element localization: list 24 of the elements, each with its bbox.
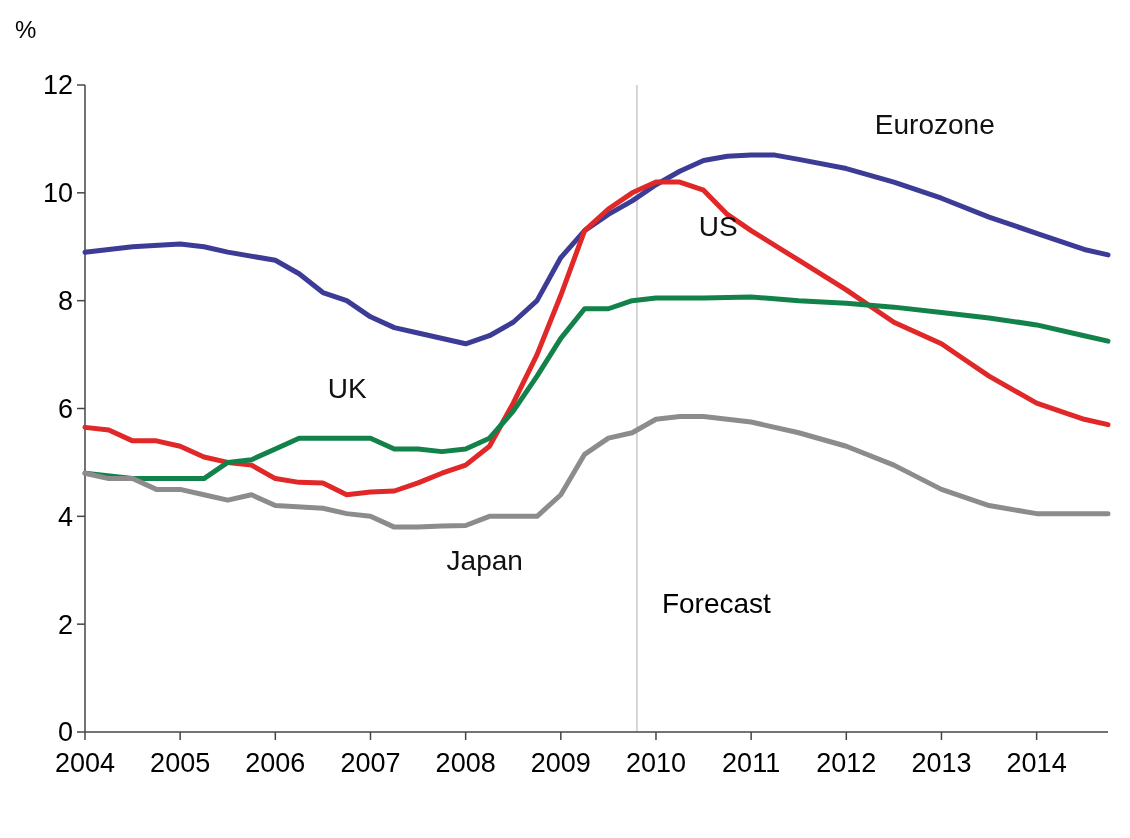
y-axis-title: % bbox=[15, 16, 37, 43]
x-tick-label: 2006 bbox=[245, 748, 306, 778]
y-tick-label: 2 bbox=[57, 609, 73, 640]
x-tick-label: 2007 bbox=[340, 748, 401, 778]
x-tick-label: 2009 bbox=[530, 748, 591, 778]
x-tick-label: 2011 bbox=[722, 748, 781, 778]
ref-line-label: Forecast bbox=[661, 588, 772, 620]
y-tick-label: 6 bbox=[57, 393, 73, 424]
series-label: Eurozone bbox=[874, 108, 995, 140]
series-label: UK bbox=[327, 372, 367, 404]
y-tick-label: 12 bbox=[42, 70, 73, 101]
x-tick-label: 2008 bbox=[435, 748, 496, 778]
series-label: Japan bbox=[446, 545, 523, 577]
y-tick-label: 10 bbox=[42, 178, 73, 209]
series-label: US bbox=[698, 210, 738, 242]
x-tick-label: 2005 bbox=[150, 748, 211, 778]
y-tick-label: 0 bbox=[57, 717, 73, 748]
y-tick-label: 4 bbox=[57, 501, 73, 532]
x-tick-label: 2012 bbox=[816, 748, 877, 778]
y-tick-label: 8 bbox=[57, 286, 73, 317]
x-tick-label: 2014 bbox=[1006, 748, 1067, 778]
x-tick-label: 2010 bbox=[625, 748, 687, 778]
x-tick-label: 2013 bbox=[911, 748, 972, 778]
x-tick-label: 2004 bbox=[54, 748, 116, 778]
